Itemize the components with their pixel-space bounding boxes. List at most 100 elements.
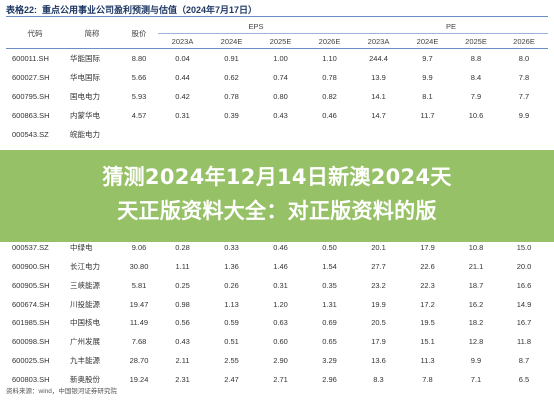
pe-year-header: 2026E xyxy=(500,33,549,49)
pe-cell: 15.0 xyxy=(516,242,532,252)
price-cell: 5.81 xyxy=(131,280,147,290)
pe-cell: 21.1 xyxy=(468,261,484,271)
pe-cell: 18.2 xyxy=(468,318,484,328)
pe-cell: 17.9 xyxy=(420,242,435,252)
pe-cell: 22.3 xyxy=(420,280,435,290)
eps-cell: 0.69 xyxy=(322,318,337,328)
eps-cell: 0.65 xyxy=(322,337,337,347)
pe-year-header: 2024E xyxy=(403,33,453,49)
stock-name-cell: 皖能电力 xyxy=(70,129,100,139)
eps-cell: 1.31 xyxy=(322,299,337,309)
table-title: 表格22: 重点公用事业公司盈利预测与估值（2024年7月17日） xyxy=(6,3,257,16)
table-row: 600863.SH 内蒙华电 4.57 0.31 0.39 0.43 0.46 14.7 11.… xyxy=(6,106,548,125)
eps-cell: 0.04 xyxy=(175,53,190,63)
stock-name-cell: 华能国际 xyxy=(70,53,100,63)
eps-year-header: 2025E xyxy=(256,33,305,49)
eps-cell: 2.11 xyxy=(175,356,190,366)
eps-cell: 0.51 xyxy=(224,337,239,347)
table-number: 表格22: xyxy=(6,5,38,15)
stock-code-cell: 600011.SH xyxy=(12,53,49,63)
pe-cell: 8.8 xyxy=(470,53,482,63)
table-row: 600027.SH 华电国际 5.66 0.44 0.62 0.74 0.78 13.9 9.9… xyxy=(6,68,548,87)
eps-cell: 1.10 xyxy=(322,53,337,63)
pe-cell: 9.9 xyxy=(470,356,482,366)
eps-group-header: EPS xyxy=(158,19,355,34)
price-cell: 9.06 xyxy=(131,242,147,252)
stock-name-cell: 广州发展 xyxy=(70,337,100,347)
stock-name-cell: 中绿电 xyxy=(70,242,93,252)
pe-cell: 14.7 xyxy=(371,110,386,120)
table-row: 601985.SH 中国核电 11.49 0.56 0.59 0.63 0.69 20.5 19… xyxy=(6,313,548,332)
pe-cell: 16.7 xyxy=(516,318,532,328)
col-name-header: 简称 xyxy=(64,19,120,49)
stock-code-cell: 600674.SH xyxy=(12,299,50,309)
eps-year-header: 2026E xyxy=(305,33,355,49)
price-cell: 28.70 xyxy=(129,356,149,366)
eps-cell: 2.55 xyxy=(224,356,239,366)
stock-code-cell: 601985.SH xyxy=(12,318,50,328)
eps-cell: 0.26 xyxy=(224,280,239,290)
eps-cell: 1.46 xyxy=(273,261,288,271)
eps-cell: 0.43 xyxy=(273,110,288,120)
pe-cell xyxy=(354,125,403,144)
pe-year-header: 2025E xyxy=(452,33,501,49)
table-row: 600674.SH 川投能源 19.47 0.98 1.13 1.20 1.31 19.9 17… xyxy=(6,295,548,314)
eps-cell: 3.29 xyxy=(322,356,337,366)
pe-cell: 15.1 xyxy=(420,337,435,347)
table-row: 600795.SH 国电电力 5.93 0.42 0.78 0.80 0.82 14.1 8.1… xyxy=(6,87,548,106)
table-row: 000543.SZ 皖能电力 xyxy=(6,125,548,144)
eps-cell: 2.71 xyxy=(273,375,288,385)
pe-cell: 8.7 xyxy=(518,356,530,366)
pe-cell: 13.6 xyxy=(371,356,386,366)
pe-cell xyxy=(500,125,548,144)
stock-name-cell: 内蒙华电 xyxy=(70,110,100,120)
valuation-table: 代码 简称 股价 EPS PE 2023A 2024E 2025E 2026E … xyxy=(6,19,549,390)
pe-cell: 19.5 xyxy=(420,318,435,328)
pe-cell: 11.3 xyxy=(420,356,435,366)
pe-cell: 11.7 xyxy=(420,110,435,120)
overlay-line-1: 猜测2024年12月14日新澳2024天 xyxy=(102,165,452,189)
eps-cell: 0.35 xyxy=(322,280,337,290)
stock-name-cell: 华电国际 xyxy=(70,72,100,82)
pe-cell xyxy=(452,125,500,144)
pe-cell: 20.5 xyxy=(371,318,386,328)
pe-cell: 8.0 xyxy=(518,53,530,63)
table-body: 600011.SH 华能国际 8.80 0.04 0.91 1.00 1.10 244.4 9.… xyxy=(6,49,548,390)
price-cell: 4.57 xyxy=(131,110,147,120)
pe-cell: 19.9 xyxy=(371,299,386,309)
price-cell: 19.47 xyxy=(129,299,149,309)
pe-cell: 17.9 xyxy=(371,337,386,347)
pe-cell: 8.1 xyxy=(422,91,433,101)
eps-cell: 0.42 xyxy=(175,91,190,101)
pe-cell: 13.9 xyxy=(371,72,386,82)
eps-cell: 0.25 xyxy=(175,280,190,290)
pe-cell: 10.8 xyxy=(468,242,484,252)
pe-cell: 9.9 xyxy=(422,72,433,82)
price-cell: 8.80 xyxy=(131,53,147,63)
price-cell: 30.80 xyxy=(129,261,149,271)
pe-cell: 7.7 xyxy=(518,91,530,101)
pe-cell: 11.8 xyxy=(517,337,532,347)
stock-code-cell: 600025.SH xyxy=(12,356,50,366)
overlay-line-2: 天正版资料大全：对正版资料的版 xyxy=(117,199,437,223)
source-note: 资料来源：wind，中国银河证券研究院 xyxy=(6,388,117,395)
pe-cell: 22.6 xyxy=(420,261,435,271)
pe-cell: 12.8 xyxy=(468,337,484,347)
pe-cell: 20.0 xyxy=(516,261,532,271)
col-price-header: 股价 xyxy=(120,19,158,49)
pe-cell: 7.1 xyxy=(470,375,482,385)
table-row: 600011.SH 华能国际 8.80 0.04 0.91 1.00 1.10 244.4 9.… xyxy=(6,49,548,68)
pe-cell: 244.4 xyxy=(369,53,388,63)
price-cell: 5.93 xyxy=(131,91,147,101)
stock-code-cell: 000537.SZ xyxy=(12,242,49,252)
eps-cell: 1.00 xyxy=(273,53,288,63)
eps-cell: 0.43 xyxy=(175,337,190,347)
eps-cell: 0.74 xyxy=(273,72,288,82)
pe-cell xyxy=(403,125,452,144)
pe-year-header: 2023A xyxy=(354,33,404,49)
eps-cell: 0.63 xyxy=(273,318,288,328)
header-group-row: 代码 简称 股价 EPS PE xyxy=(6,19,549,49)
pe-cell: 9.9 xyxy=(518,110,530,120)
stock-name-cell: 九丰能源 xyxy=(70,356,100,366)
